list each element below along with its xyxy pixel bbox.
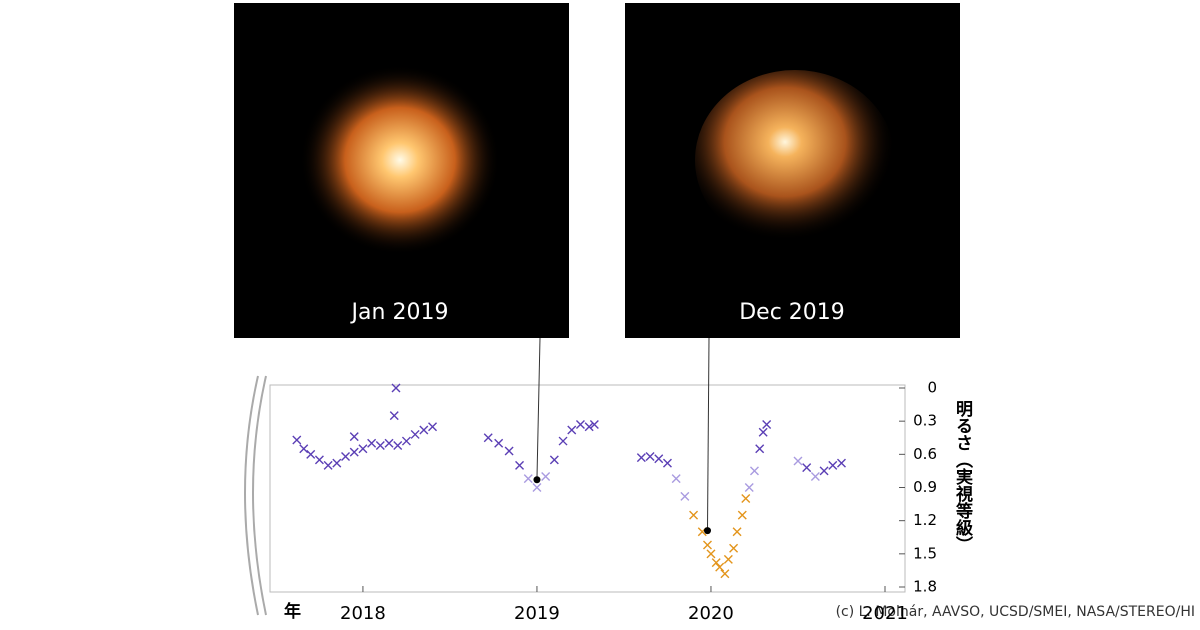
data-point (828, 460, 838, 470)
data-point (323, 460, 333, 470)
data-point (737, 510, 747, 520)
star-image (300, 65, 500, 255)
data-point (715, 562, 725, 572)
data-point (762, 419, 772, 429)
data-point (410, 429, 420, 439)
data-point (504, 446, 514, 456)
y-tick-label: 0.3 (913, 412, 937, 430)
data-point (341, 452, 351, 462)
data-point (836, 458, 846, 468)
data-point (671, 474, 681, 484)
data-point (393, 440, 403, 450)
data-point (744, 483, 754, 492)
y-tick-label: 1.2 (913, 511, 937, 529)
data-point (349, 447, 359, 457)
data-point (589, 419, 599, 429)
y-tick-label: 1.5 (913, 544, 937, 562)
x-tick-label: 2019 (514, 603, 560, 624)
data-point (494, 438, 504, 448)
data-point (662, 458, 672, 468)
y-tick-label: 1.8 (913, 578, 937, 596)
data-point (389, 411, 399, 421)
data-point (523, 474, 533, 484)
data-point (567, 425, 577, 435)
panel-label: Dec 2019 (739, 300, 845, 325)
data-point (532, 483, 542, 492)
data-point (793, 456, 803, 466)
data-point (741, 494, 751, 504)
data-point (541, 471, 551, 481)
data-point (755, 444, 765, 454)
data-point (332, 458, 342, 468)
data-point (819, 466, 829, 476)
x-axis-label: 年 (284, 601, 301, 622)
data-point (428, 422, 438, 432)
y-tick-label: 0.6 (913, 445, 937, 463)
data-point (689, 510, 699, 520)
data-point (549, 455, 559, 465)
data-point (299, 444, 309, 454)
x-tick-label: 2021 (862, 603, 908, 624)
data-point (349, 432, 359, 442)
plot-frame (269, 384, 906, 593)
data-point (391, 383, 401, 393)
connector (706, 337, 710, 531)
data-point (375, 440, 385, 450)
data-point (702, 540, 712, 550)
data-point (680, 491, 690, 501)
data-point (358, 444, 368, 454)
y-tick-label: 0 (927, 379, 937, 397)
data-point (732, 527, 742, 537)
y-tick-label: 0.9 (913, 478, 937, 496)
data-point (729, 543, 739, 553)
axis-break (244, 375, 267, 616)
data-point (723, 554, 733, 564)
data-point (758, 427, 768, 437)
data-point (802, 463, 812, 473)
data-point (810, 471, 820, 481)
data-point (401, 436, 411, 446)
data-point (584, 422, 594, 432)
y-axis-label: 明るさ（実視等級） (952, 400, 974, 553)
data-point (645, 452, 655, 462)
data-point (483, 433, 493, 443)
data-point (384, 438, 394, 448)
highlight-point (533, 476, 541, 484)
data-point (749, 466, 759, 476)
data-point (306, 449, 316, 459)
x-tick-label: 2020 (688, 603, 734, 624)
data-point (636, 453, 646, 463)
highlight-point (703, 527, 711, 535)
data-point (314, 455, 324, 465)
credit: (c) L. Molnár, AAVSO, UCSD/SMEI, NASA/ST… (836, 604, 1195, 620)
data-point (419, 425, 429, 435)
data-point (515, 460, 525, 470)
data-point (720, 569, 730, 579)
connector (536, 337, 541, 480)
data-point (706, 549, 716, 559)
panel-label: Jan 2019 (350, 300, 449, 325)
data-point (292, 435, 302, 445)
data-point (654, 454, 664, 464)
x-tick-label: 2018 (340, 603, 386, 624)
data-point (367, 438, 377, 448)
data-point (558, 436, 568, 446)
data-point (575, 419, 585, 429)
star-image (695, 70, 895, 250)
